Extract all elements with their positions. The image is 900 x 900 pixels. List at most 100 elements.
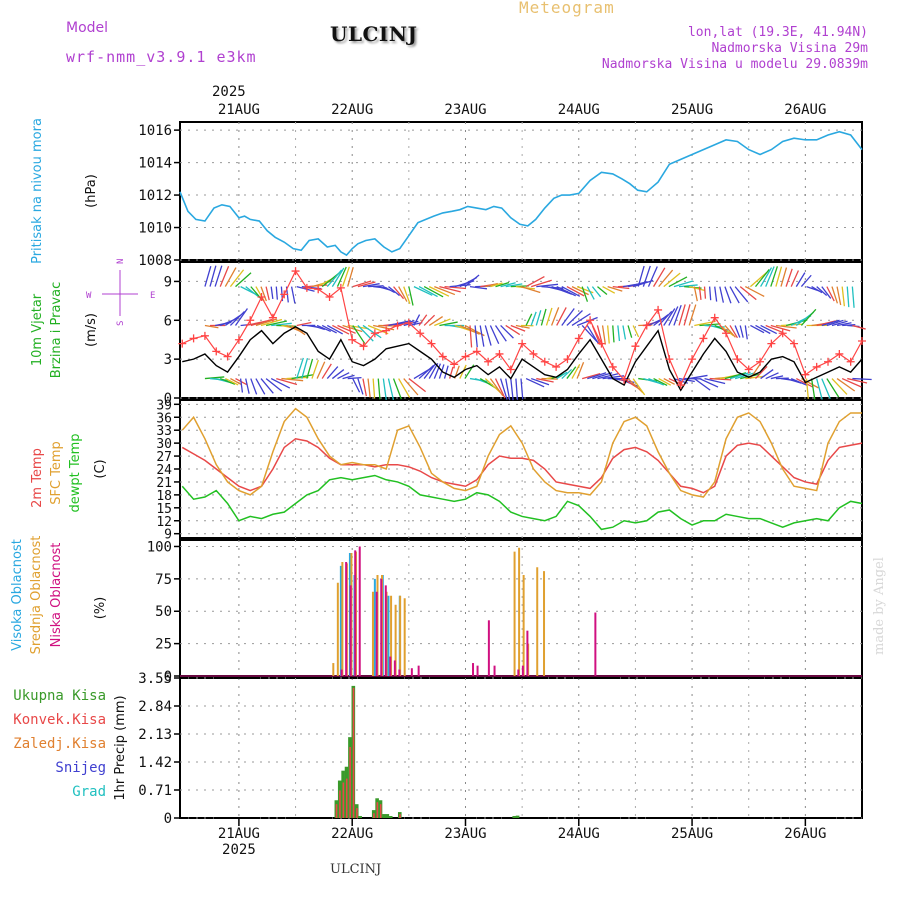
- wind-arrow: [520, 285, 541, 294]
- ytick-label-precip: 0.71: [138, 783, 172, 799]
- wind-arrow: [576, 362, 585, 379]
- ytick-label-wind: 0: [164, 391, 172, 407]
- wind-arrow: [581, 325, 598, 343]
- wind-arrow: [250, 378, 258, 395]
- gust-marker: [552, 362, 561, 371]
- day-label-bottom: 23AUG: [444, 826, 486, 842]
- wind-arrow: [204, 376, 225, 380]
- gust-marker: [518, 339, 527, 348]
- precip-bar-1: [379, 804, 382, 818]
- wind-arrow: [698, 286, 702, 300]
- ytick-label-clouds: 25: [155, 637, 172, 653]
- wind-arrow: [847, 377, 868, 384]
- wind-arrow: [632, 279, 654, 288]
- wind-arrow: [785, 268, 793, 287]
- wind-arrow: [587, 372, 607, 380]
- wind-arrow: [699, 323, 721, 327]
- wind-arrow: [851, 286, 855, 308]
- wind-arrow: [826, 378, 840, 398]
- gust-marker: [563, 355, 572, 364]
- gust-marker: [246, 316, 255, 325]
- wind-arrow: [347, 324, 369, 330]
- wind-arrow: [500, 282, 516, 288]
- yunit-precip: 1hr Precip (mm): [113, 695, 128, 800]
- ytick-label-precip: 2.13: [138, 727, 172, 743]
- wind-arrow: [821, 378, 831, 400]
- wind-arrow: [393, 319, 411, 327]
- wind-arrow: [566, 366, 577, 379]
- wind-arrow: [693, 286, 698, 302]
- panel-frame-precip: [179, 677, 863, 819]
- wind-arrow: [647, 266, 658, 287]
- gust-marker: [472, 347, 481, 356]
- gust-marker: [438, 352, 447, 361]
- wind-arrow: [760, 369, 774, 380]
- gust-marker: [302, 283, 311, 292]
- gust-marker: [620, 375, 629, 384]
- precip-bar-1: [373, 813, 375, 818]
- wind-arrow: [648, 377, 665, 386]
- precip-bar-1: [339, 790, 341, 818]
- wind-arrow: [775, 266, 783, 287]
- gust-marker: [699, 334, 708, 343]
- wind-arrow: [500, 325, 514, 339]
- ylabel-cloud-mid: Srednja Oblacnost: [29, 536, 44, 655]
- ytick-label-pressure: 1008: [138, 253, 172, 269]
- wind-arrow: [592, 372, 613, 380]
- wind-arrow: [362, 283, 380, 288]
- ylabel-cloud-low: Niska Oblacnost: [49, 543, 64, 648]
- wind-arrow: [383, 286, 396, 294]
- gust-marker: [688, 355, 697, 364]
- wind-arrow: [270, 286, 274, 300]
- wind-arrow: [541, 377, 558, 380]
- wind-arrow: [485, 282, 498, 288]
- wind-arrow: [525, 313, 533, 326]
- wind-arrow: [408, 286, 414, 306]
- wind-arrow: [810, 378, 816, 400]
- day-label-top: 21AUG: [218, 102, 260, 118]
- gust-marker: [756, 357, 765, 366]
- gust-marker: [404, 318, 413, 327]
- wind-arrow: [765, 372, 779, 380]
- wind-arrow: [316, 361, 326, 379]
- wind-arrow: [668, 306, 679, 326]
- wind-arrow: [439, 321, 458, 327]
- wind-arrow: [479, 325, 485, 347]
- wind-arrow: [362, 324, 382, 339]
- wind-arrow: [413, 286, 433, 296]
- wind-arrow: [352, 325, 366, 344]
- wind-arrow: [326, 269, 343, 288]
- wind-arrow: [510, 378, 514, 401]
- gust-marker: [234, 335, 243, 344]
- wind-arrow: [275, 286, 278, 300]
- wind-arrow: [326, 324, 344, 335]
- year-bottom: 2025: [222, 842, 256, 858]
- ytick-label-temperature: 15: [156, 502, 172, 517]
- wind-arrow: [388, 286, 400, 297]
- wind-arrow: [800, 274, 812, 288]
- wind-arrow: [408, 378, 427, 393]
- wind-arrow: [556, 371, 568, 380]
- wind-arrow: [841, 377, 862, 388]
- ytick-label-temperature: 9: [164, 528, 172, 543]
- wind-arrow: [367, 378, 371, 398]
- gust-marker: [529, 349, 538, 358]
- wind-arrow: [703, 286, 707, 299]
- wind-arrow: [311, 359, 319, 379]
- wind-arrow: [368, 285, 384, 288]
- ytick-label-wind: 3: [164, 352, 172, 368]
- ytick-label-clouds: 0: [164, 669, 172, 685]
- yunit-wind: (m/s): [84, 313, 99, 347]
- gust-marker: [608, 362, 617, 371]
- product-title: Meteogram: [519, 0, 615, 17]
- precip-bar-1: [349, 747, 351, 818]
- wind-arrow: [831, 286, 839, 304]
- wind-arrow: [816, 378, 823, 400]
- ytick-label-pressure: 1010: [138, 221, 172, 237]
- wind-arrow: [515, 324, 530, 329]
- wind-arrow: [260, 378, 274, 394]
- wind-arrow: [525, 377, 545, 388]
- wind-arrow: [418, 314, 428, 326]
- gust-marker: [710, 313, 719, 322]
